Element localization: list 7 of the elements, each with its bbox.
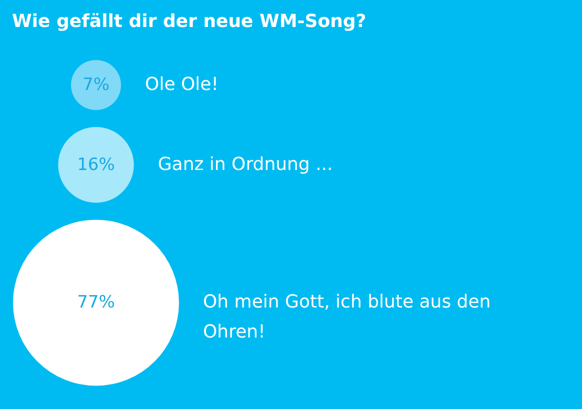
category-label: Ole Ole! (145, 74, 218, 96)
data-label: 7% (82, 75, 110, 96)
category-label: Ganz in Ordnung ... (158, 154, 333, 175)
data-label: 77% (77, 292, 115, 313)
category-label: Oh mein Gott, ich blute aus den Ohren! (203, 292, 491, 343)
data-label: 16% (77, 154, 115, 175)
text: Wie gefällt dir der neue WM-Song? (12, 11, 366, 32)
